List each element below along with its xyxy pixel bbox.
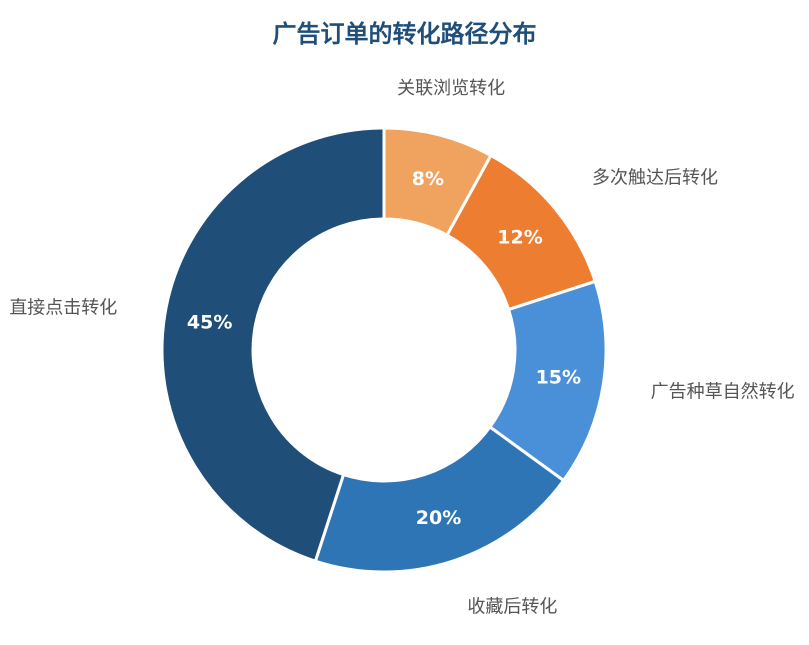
category-label-direct-click: 直接点击转化 [9, 297, 117, 318]
category-label-multi-touch: 多次触达后转化 [592, 167, 718, 188]
category-label-related-browse: 关联浏览转化 [397, 78, 505, 99]
slice-favorite [313, 424, 566, 574]
data-label-multi-touch: 12% [497, 226, 542, 248]
category-label-favorite: 收藏后转化 [467, 596, 557, 617]
data-label-seeding-natural: 15% [536, 367, 581, 389]
data-label-related-browse: 8% [412, 168, 444, 190]
category-label-seeding-natural: 广告种草自然转化 [651, 382, 795, 403]
chart-title: 广告订单的转化路径分布 [272, 20, 537, 48]
slice-direct-click [160, 126, 386, 564]
data-label-favorite: 20% [416, 507, 461, 529]
data-label-direct-click: 45% [187, 311, 232, 333]
